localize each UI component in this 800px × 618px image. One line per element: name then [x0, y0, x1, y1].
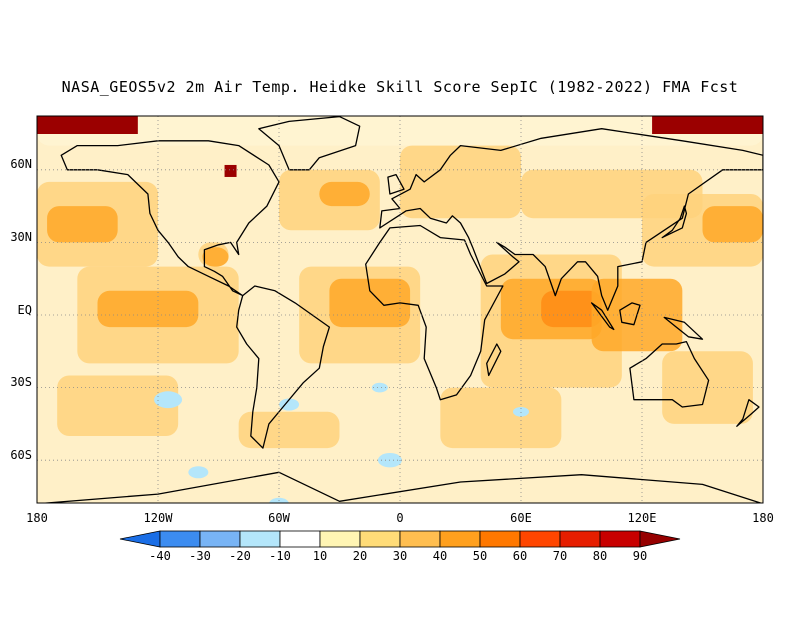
colorbar-label: 30 [393, 549, 407, 563]
colorbar-label: 20 [353, 549, 367, 563]
lon-label: 0 [396, 511, 403, 525]
negative-skill-patch [279, 398, 300, 411]
colorbar-cell [439, 530, 481, 548]
negative-skill-patch [371, 382, 388, 393]
colorbar-label: 90 [633, 549, 647, 563]
greenland-coastline [258, 116, 361, 171]
colorbar-cell [519, 530, 561, 548]
colorbar-label: -20 [229, 549, 251, 563]
polar-high-skill [37, 116, 138, 134]
australia-coastline [629, 340, 710, 408]
skill-region [319, 181, 370, 207]
skill-region [702, 206, 763, 243]
colorbar-cell [559, 530, 601, 548]
skill-region [541, 290, 602, 328]
land-outlines [38, 116, 763, 503]
eurasia-coastline [379, 128, 763, 311]
negative-skill-patch [269, 497, 289, 503]
lon-label: 60W [268, 511, 290, 525]
latitude-labels: 60N 30N EQ 30S 60S [10, 157, 32, 462]
africa-coastline [365, 224, 504, 401]
colorbar-cell [399, 530, 441, 548]
sumatra-coastline [590, 302, 615, 331]
colorbar-cell [279, 530, 321, 548]
uk-coastline [387, 173, 405, 195]
antarctica-coastline [38, 471, 763, 503]
skill-blobs [37, 116, 763, 503]
colorbar-cell [199, 530, 241, 548]
map-title: NASA_GEOS5v2 2m Air Temp. Heidke Skill S… [61, 78, 739, 96]
skill-region [57, 375, 179, 436]
colorbar-cell [159, 530, 201, 548]
colorbar-label: 70 [553, 549, 567, 563]
new-guinea-coastline [663, 316, 704, 340]
lon-label: 180 [752, 511, 774, 525]
skill-region [440, 387, 562, 449]
lon-label: 120W [144, 511, 174, 525]
north-america-coastline [60, 140, 280, 297]
lat-label: EQ [18, 303, 32, 317]
lat-label: 30S [10, 375, 32, 389]
skill-region [47, 206, 118, 243]
colorbar-label: 10 [313, 549, 327, 563]
colorbar-label: 50 [473, 549, 487, 563]
colorbar-cell [479, 530, 521, 548]
colorbar-label: 80 [593, 549, 607, 563]
negative-skill-patch [513, 407, 529, 417]
borneo-coastline [619, 302, 641, 326]
lat-label: 60S [10, 448, 32, 462]
skill-region [521, 169, 703, 219]
colorbar-label: -40 [149, 549, 171, 563]
lon-label: 60E [510, 511, 532, 525]
lat-label: 30N [10, 230, 32, 244]
colorbar-cell [239, 530, 281, 548]
madagascar-coastline [486, 343, 502, 377]
graticule [37, 116, 763, 503]
colorbar-label: -30 [189, 549, 211, 563]
skill-region [662, 351, 753, 424]
colorbar-cell [319, 530, 361, 548]
south-america-coastline [236, 285, 331, 449]
skill-region [202, 247, 229, 267]
map-frame [36, 115, 764, 504]
lat-label: 60N [10, 157, 32, 171]
skill-region [238, 411, 340, 449]
japan-coastline [661, 205, 688, 239]
longitude-labels: 180 120W 60W 0 60E 120E 180 [26, 511, 774, 525]
colorbar-cell [119, 530, 161, 548]
colorbar-cell [599, 530, 641, 548]
skill-region [97, 290, 199, 328]
colorbar [119, 530, 681, 548]
new-zealand-coastline [736, 399, 760, 427]
polar-high-skill [652, 116, 763, 134]
lon-label: 180 [26, 511, 48, 525]
colorbar-label: 60 [513, 549, 527, 563]
colorbar-label: -10 [269, 549, 291, 563]
colorbar-labels: -40 -30 -20 -10 10 20 30 40 50 60 70 80 … [149, 549, 647, 563]
colorbar-cell [639, 530, 681, 548]
skill-region [37, 116, 763, 146]
colorbar-label: 40 [433, 549, 447, 563]
skill-region [400, 145, 521, 219]
hudson-bay-high-skill [224, 164, 237, 177]
skill-field [37, 116, 763, 503]
negative-skill-patch [154, 391, 183, 409]
colorbar-cell [359, 530, 401, 548]
negative-skill-patch [188, 466, 209, 479]
lon-label: 120E [628, 511, 657, 525]
